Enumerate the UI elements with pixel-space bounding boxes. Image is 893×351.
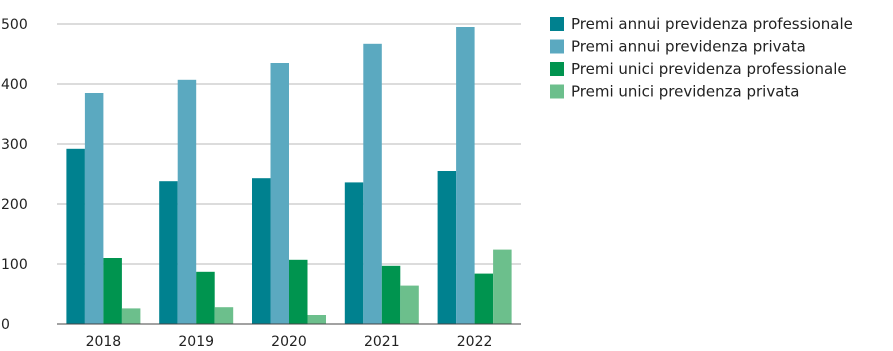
legend-label: Premi unici previdenza privata <box>571 83 799 101</box>
y-tick-label: 300 <box>1 137 28 153</box>
legend-swatch <box>550 39 564 54</box>
legend-label: Premi annui previdenza professionale <box>571 15 853 33</box>
bar <box>270 63 289 324</box>
bar <box>159 181 178 324</box>
bar <box>344 182 364 324</box>
legend-swatch <box>550 84 564 99</box>
bar <box>437 171 457 324</box>
x-tick-label: 2022 <box>457 334 493 350</box>
bar <box>66 148 85 324</box>
y-tick-label: 0 <box>1 317 10 333</box>
bar <box>252 178 271 324</box>
x-tick-label: 2018 <box>86 334 122 350</box>
y-tick-label: 200 <box>1 197 28 213</box>
y-tick-label: 100 <box>1 257 28 273</box>
legend: Premi annui previdenza professionale Prem… <box>550 15 853 101</box>
bar <box>84 93 104 324</box>
y-tick-label: 500 <box>1 17 28 33</box>
axes: 0 100 200 300 400 500 2018 2019 2020 2021 2022 <box>1 17 521 350</box>
x-tick-label: 2021 <box>364 334 400 350</box>
bar <box>307 315 326 324</box>
legend-swatch <box>550 17 564 31</box>
bar <box>121 308 141 324</box>
bar <box>493 249 512 324</box>
x-tick-label: 2020 <box>271 334 307 350</box>
x-tick-label: 2019 <box>178 334 214 350</box>
bar <box>177 79 197 324</box>
bar <box>400 285 419 324</box>
legend-label: Premi unici previdenza professionale <box>571 60 847 78</box>
bar <box>196 271 215 324</box>
bar <box>289 259 308 324</box>
bar <box>363 43 382 325</box>
y-tick-label: 400 <box>1 77 28 93</box>
bar <box>103 258 122 324</box>
bar <box>456 27 475 324</box>
bar <box>214 307 234 324</box>
bars <box>66 27 512 325</box>
legend-label: Premi annui previdenza privata <box>571 38 806 56</box>
bar <box>381 265 401 324</box>
legend-swatch <box>550 62 564 76</box>
bar <box>474 273 494 324</box>
